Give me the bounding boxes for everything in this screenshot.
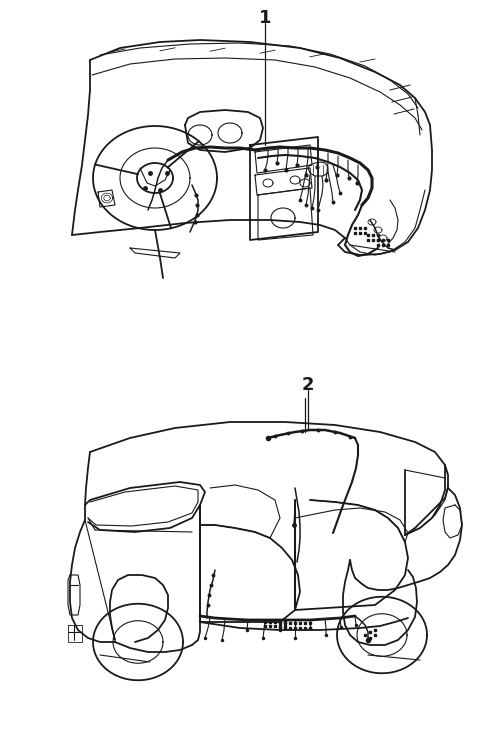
Text: 1: 1 [259,9,271,27]
Text: 2: 2 [302,376,314,394]
